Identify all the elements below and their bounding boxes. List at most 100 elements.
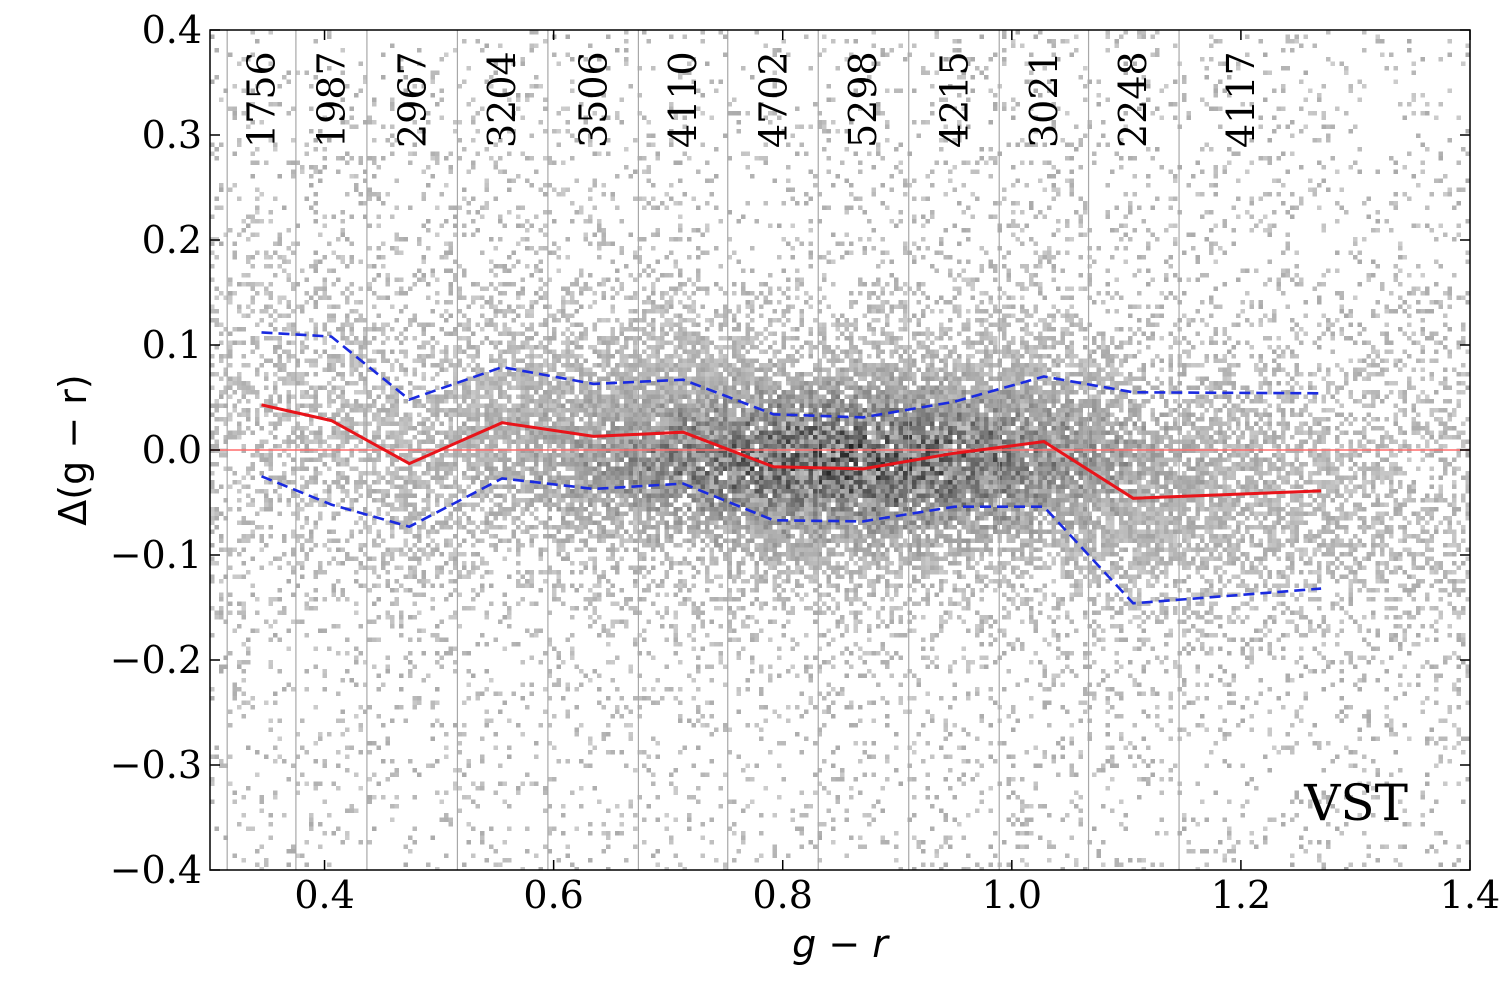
density-cell xyxy=(1236,840,1241,845)
density-cell xyxy=(295,363,300,368)
density-cell xyxy=(1371,736,1376,741)
density-cell xyxy=(840,367,845,372)
density-cell xyxy=(1209,444,1214,449)
density-cell xyxy=(219,763,224,768)
density-cell xyxy=(1281,507,1286,512)
density-cell xyxy=(1276,408,1281,413)
density-cell xyxy=(718,349,723,354)
density-cell xyxy=(907,250,912,255)
density-cell xyxy=(826,138,831,143)
density-cell xyxy=(1249,507,1254,512)
density-cell xyxy=(813,376,818,381)
density-cell xyxy=(862,367,867,372)
density-cell xyxy=(970,592,975,597)
density-cell xyxy=(516,106,521,111)
density-cell xyxy=(1461,498,1466,503)
density-cell xyxy=(583,538,588,543)
density-cell xyxy=(853,151,858,156)
density-cell xyxy=(1186,322,1191,327)
density-cell xyxy=(1222,421,1227,426)
density-cell xyxy=(1353,367,1358,372)
density-cell xyxy=(768,561,773,566)
density-cell xyxy=(1114,421,1119,426)
density-cell xyxy=(1434,799,1439,804)
density-cell xyxy=(466,840,471,845)
density-cell xyxy=(1141,426,1146,431)
density-cell xyxy=(1384,525,1389,530)
density-cell xyxy=(705,201,710,206)
density-cell xyxy=(376,255,381,260)
density-cell xyxy=(561,453,566,458)
density-cell xyxy=(484,187,489,192)
density-cell xyxy=(336,237,341,242)
density-cell xyxy=(642,493,647,498)
density-cell xyxy=(1348,592,1353,597)
density-cell xyxy=(259,444,264,449)
density-cell xyxy=(1245,615,1250,620)
density-cell xyxy=(615,399,620,404)
density-cell xyxy=(1096,637,1101,642)
density-cell xyxy=(1402,529,1407,534)
density-cell xyxy=(750,376,755,381)
density-cell xyxy=(1371,597,1376,602)
density-cell xyxy=(435,70,440,75)
density-cell xyxy=(925,354,930,359)
density-cell xyxy=(601,570,606,575)
density-cell xyxy=(435,687,440,692)
density-cell xyxy=(1114,565,1119,570)
density-cell xyxy=(390,421,395,426)
density-cell xyxy=(1317,741,1322,746)
density-cell xyxy=(979,763,984,768)
density-cell xyxy=(277,376,282,381)
density-cell xyxy=(691,300,696,305)
density-cell xyxy=(1348,394,1353,399)
density-cell xyxy=(1416,340,1421,345)
density-cell xyxy=(1011,475,1016,480)
density-cell xyxy=(264,700,269,705)
density-cell xyxy=(1096,93,1101,98)
density-cell xyxy=(772,457,777,462)
density-cell xyxy=(1353,511,1358,516)
density-cell xyxy=(606,835,611,840)
density-cell xyxy=(1164,574,1169,579)
density-cell xyxy=(777,399,782,404)
density-cell xyxy=(916,345,921,350)
density-cell xyxy=(1110,399,1115,404)
density-cell xyxy=(250,336,255,341)
density-cell xyxy=(529,583,534,588)
density-cell xyxy=(1213,174,1218,179)
density-cell xyxy=(966,597,971,602)
density-cell xyxy=(1411,408,1416,413)
density-cell xyxy=(457,291,462,296)
density-cell xyxy=(1227,363,1232,368)
density-cell xyxy=(966,282,971,287)
density-cell xyxy=(1456,565,1461,570)
density-cell xyxy=(786,304,791,309)
density-cell xyxy=(1069,192,1074,197)
density-cell xyxy=(336,597,341,602)
density-cell xyxy=(795,277,800,282)
density-cell xyxy=(1465,736,1470,741)
density-cell xyxy=(1150,52,1155,57)
density-cell xyxy=(1438,754,1443,759)
density-cell xyxy=(331,457,336,462)
density-cell xyxy=(1447,426,1452,431)
density-cell xyxy=(700,111,705,116)
density-cell xyxy=(660,291,665,296)
density-cell xyxy=(286,498,291,503)
density-cell xyxy=(1065,219,1070,224)
density-cell xyxy=(772,547,777,552)
density-cell xyxy=(934,349,939,354)
density-cell xyxy=(925,390,930,395)
density-cell xyxy=(988,547,993,552)
density-cell xyxy=(340,336,345,341)
density-cell xyxy=(1312,439,1317,444)
density-cell xyxy=(1087,682,1092,687)
density-cell xyxy=(912,628,917,633)
density-cell xyxy=(894,277,899,282)
density-cell xyxy=(1069,318,1074,323)
density-cell xyxy=(1204,480,1209,485)
density-cell xyxy=(849,376,854,381)
density-cell xyxy=(1294,813,1299,818)
density-cell xyxy=(291,354,296,359)
